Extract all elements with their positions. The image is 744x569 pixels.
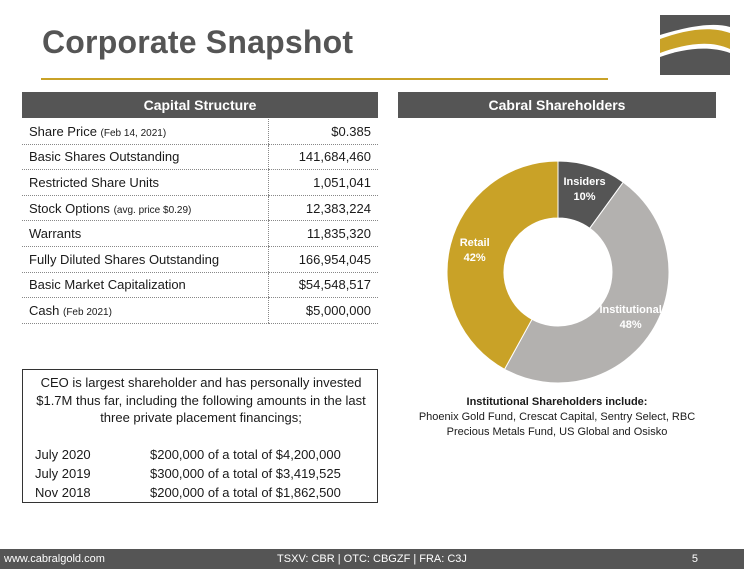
donut-label-insiders: Insiders 10% xyxy=(545,175,625,205)
table-row: Basic Shares Outstanding 141,684,460 xyxy=(22,144,378,171)
slice-name: Insiders xyxy=(563,176,606,189)
row-note: (Feb 2021) xyxy=(62,306,112,318)
row-value: 11,835,320 xyxy=(268,220,378,247)
row-label-cell: Basic Shares Outstanding xyxy=(22,144,269,171)
row-value: $0.385 xyxy=(268,119,378,145)
donut-label-retail: Retail 42% xyxy=(435,236,515,266)
row-label-cell: Warrants xyxy=(22,220,269,247)
row-label: Stock Options xyxy=(29,200,110,216)
row-note: (avg. price $0.29) xyxy=(113,204,192,216)
institutional-list: Phoenix Gold Fund, Crescat Capital, Sent… xyxy=(418,411,696,438)
website-link[interactable]: www.cabralgold.com xyxy=(4,553,105,565)
table-row: Warrants 11,835,320 xyxy=(22,220,378,247)
donut-label-institutional: Institutional 48% xyxy=(591,303,671,333)
donut-slice-retail xyxy=(446,160,559,370)
slice-percent: 10% xyxy=(573,191,596,204)
row-label-cell: Share Price (Feb 14, 2021) xyxy=(22,119,269,145)
row-label-cell: Stock Options (avg. price $0.29) xyxy=(22,195,269,222)
financing-amount: $300,000 of a total of $3,419,525 xyxy=(150,466,341,481)
shareholders-header: Cabral Shareholders xyxy=(398,92,716,118)
financing-amount: $200,000 of a total of $4,200,000 xyxy=(150,447,341,462)
shareholders-donut-chart xyxy=(446,160,670,384)
row-label: Cash xyxy=(29,302,60,318)
financing-amount: $200,000 of a total of $1,862,500 xyxy=(150,485,341,500)
table-row: Restricted Share Units 1,051,041 xyxy=(22,169,378,196)
capital-structure-header: Capital Structure xyxy=(22,92,378,118)
row-label: Restricted Share Units xyxy=(29,174,160,190)
row-value: 1,051,041 xyxy=(268,169,378,196)
list-item: Nov 2018 $200,000 of a total of $1,862,50… xyxy=(35,483,341,502)
row-note: (Feb 14, 2021) xyxy=(100,127,167,139)
page-number: 5 xyxy=(691,553,698,565)
donut-slice-institutional xyxy=(503,181,670,384)
list-item: July 2019 $300,000 of a total of $3,419,5… xyxy=(35,464,341,483)
list-item: July 2020 $200,000 of a total of $4,200,0… xyxy=(35,445,341,464)
ceo-statement: CEO is largest shareholder and has perso… xyxy=(36,375,366,425)
page-title: Corporate Snapshot xyxy=(42,24,354,60)
table-row: Share Price (Feb 14, 2021) $0.385 xyxy=(22,119,378,145)
table-row: Cash (Feb 2021) $5,000,000 xyxy=(22,297,378,324)
row-value: 141,684,460 xyxy=(268,144,378,171)
row-label: Basic Shares Outstanding xyxy=(29,149,180,165)
row-value: $54,548,517 xyxy=(268,272,378,299)
row-label: Share Price xyxy=(29,123,97,139)
ceo-investment-box: CEO is largest shareholder and has perso… xyxy=(22,369,378,503)
stock-tickers: TSXV: CBR | OTC: CBGZF | FRA: C3J xyxy=(277,553,467,565)
row-label-cell: Cash (Feb 2021) xyxy=(22,297,269,324)
row-label: Warrants xyxy=(29,226,82,242)
row-label-cell: Restricted Share Units xyxy=(22,169,269,196)
company-logo-icon xyxy=(660,15,730,75)
title-underline xyxy=(41,78,608,80)
financing-date: July 2020 xyxy=(35,447,91,462)
financing-date: Nov 2018 xyxy=(35,485,91,500)
table-row: Fully Diluted Shares Outstanding 166,954,… xyxy=(22,246,378,273)
slice-name: Retail xyxy=(459,236,490,249)
row-value: 166,954,045 xyxy=(268,246,378,273)
table-row: Stock Options (avg. price $0.29) 12,383,2… xyxy=(22,195,378,222)
row-label: Fully Diluted Shares Outstanding xyxy=(29,251,220,267)
row-label-cell: Basic Market Capitalization xyxy=(22,272,269,299)
slice-percent: 48% xyxy=(619,319,642,332)
row-label: Basic Market Capitalization xyxy=(29,277,186,293)
row-value: 12,383,224 xyxy=(268,195,378,222)
capital-structure-table: Share Price (Feb 14, 2021) $0.385 Basic Sh… xyxy=(22,119,378,324)
row-label-cell: Fully Diluted Shares Outstanding xyxy=(22,246,269,273)
financing-date: July 2019 xyxy=(35,466,91,481)
footer-bar: www.cabralgold.com TSXV: CBR | OTC: CBGZ… xyxy=(0,549,744,569)
row-value: $5,000,000 xyxy=(268,297,378,324)
slice-name: Institutional xyxy=(599,304,662,317)
ceo-investment-list: July 2020 $200,000 of a total of $4,200,0… xyxy=(35,445,341,502)
institutional-title: Institutional Shareholders include: xyxy=(466,396,648,408)
table-row: Basic Market Capitalization $54,548,517 xyxy=(22,272,378,299)
slice-percent: 42% xyxy=(463,251,486,264)
